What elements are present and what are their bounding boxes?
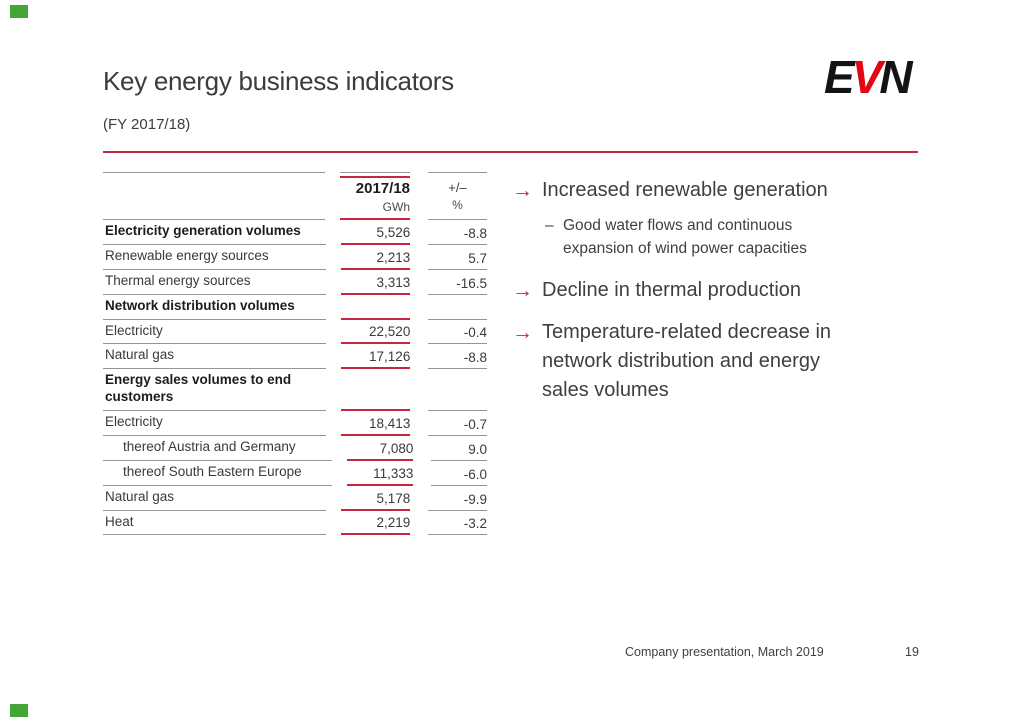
bullet-text: Temperature-related decrease in network … <box>542 321 832 401</box>
table-row: Natural gas 5,178 -9.9 <box>103 486 487 511</box>
table-row: Electricity 18,413 -0.7 <box>103 411 487 436</box>
table-row: Natural gas 17,126 -8.8 <box>103 344 487 370</box>
row-label: Natural gas <box>103 344 326 370</box>
row-label: Thermal energy sources <box>103 270 326 295</box>
row-value: 11,333 <box>347 466 414 486</box>
row-value: 5,178 <box>340 491 411 511</box>
year-column-header: 2017/18 <box>355 180 410 197</box>
year-column-unit: GWh <box>382 200 410 214</box>
table-row: Heat 2,219 -3.2 <box>103 511 487 536</box>
row-value: 17,126 <box>340 349 411 370</box>
row-change: -6.0 <box>431 467 487 486</box>
dash-bullet-icon: – <box>545 217 554 234</box>
row-value: 5,526 <box>340 225 411 245</box>
row-value: 7,080 <box>347 441 414 461</box>
table-row: Electricity 22,520 -0.4 <box>103 320 487 345</box>
list-item: → Temperature-related decrease in networ… <box>512 318 882 405</box>
key-points-list: → Increased renewable generation – Good … <box>512 176 882 418</box>
table-row: Thermal energy sources 3,313 -16.5 <box>103 270 487 295</box>
row-label: Energy sales volumes to end customers <box>103 369 326 411</box>
footer-caption: Company presentation, March 2019 <box>625 645 824 659</box>
indicators-table: 2017/18 GWh +/– % Electricity generation… <box>103 172 487 536</box>
sub-list-item: – Good water flows and continuous expans… <box>545 214 882 260</box>
row-value <box>340 406 411 411</box>
green-corner-mark-bottom <box>10 704 28 717</box>
row-value: 2,219 <box>340 515 411 536</box>
arrow-bullet-icon: → <box>512 321 533 344</box>
title-divider-line <box>103 151 918 153</box>
table-row: Renewable energy sources 2,213 5.7 <box>103 245 487 270</box>
green-corner-mark-top <box>10 5 28 18</box>
row-label: Renewable energy sources <box>103 245 326 270</box>
slide-title: Key energy business indicators <box>103 66 454 96</box>
slide-subtitle: (FY 2017/18) <box>103 116 191 133</box>
table-header-year-cell: 2017/18 GWh <box>340 172 410 220</box>
table-row: Electricity generation volumes 5,526 -8.… <box>103 220 487 245</box>
row-value <box>340 315 411 320</box>
arrow-bullet-icon: → <box>512 179 533 202</box>
table-header-change-cell: +/– % <box>428 172 487 220</box>
row-label: thereof South Eastern Europe <box>103 461 333 486</box>
change-column-header: +/– <box>448 180 467 195</box>
row-label: Heat <box>103 511 326 536</box>
table-section-row: Energy sales volumes to end customers <box>103 369 487 411</box>
row-value: 22,520 <box>340 324 411 345</box>
row-change: -0.4 <box>428 325 487 345</box>
row-label: Electricity generation volumes <box>103 220 326 245</box>
row-label: Natural gas <box>103 486 326 511</box>
row-value: 2,213 <box>340 250 411 270</box>
row-change: -8.8 <box>428 226 487 245</box>
row-label: Network distribution volumes <box>103 295 326 320</box>
logo-letter-e: E <box>824 51 855 103</box>
table-header-label-cell <box>103 172 325 220</box>
arrow-bullet-icon: → <box>512 279 533 302</box>
list-item: → Decline in thermal production <box>512 276 882 305</box>
table-row: thereof Austria and Germany 7,080 9.0 <box>103 436 487 461</box>
bullet-text: Increased renewable generation <box>542 179 828 201</box>
row-label: thereof Austria and Germany <box>103 436 333 461</box>
page-number: 19 <box>905 645 919 659</box>
bullet-text: Decline in thermal production <box>542 279 802 301</box>
table-header-row: 2017/18 GWh +/– % <box>103 172 487 220</box>
evn-logo: EVN <box>824 51 913 103</box>
row-label: Electricity <box>103 320 326 345</box>
sub-bullet-text: Good water flows and continuous expansio… <box>563 217 807 257</box>
row-change: 9.0 <box>431 442 487 461</box>
row-change: -16.5 <box>428 276 487 295</box>
row-change: -8.8 <box>428 350 487 370</box>
row-label: Electricity <box>103 411 326 436</box>
logo-letter-n: N <box>879 51 912 103</box>
row-change: -3.2 <box>428 516 487 536</box>
row-value: 3,313 <box>340 275 411 295</box>
row-change: -0.7 <box>428 417 487 436</box>
row-change: -9.9 <box>428 492 487 511</box>
logo-letter-v: V <box>851 51 883 103</box>
row-value: 18,413 <box>340 416 411 436</box>
row-change <box>428 407 487 411</box>
table-section-row: Network distribution volumes <box>103 295 487 320</box>
row-change: 5.7 <box>428 251 487 270</box>
row-change <box>428 316 487 320</box>
list-item: → Increased renewable generation <box>512 176 882 205</box>
table-row: thereof South Eastern Europe 11,333 -6.0 <box>103 461 487 486</box>
change-column-unit: % <box>452 198 463 212</box>
